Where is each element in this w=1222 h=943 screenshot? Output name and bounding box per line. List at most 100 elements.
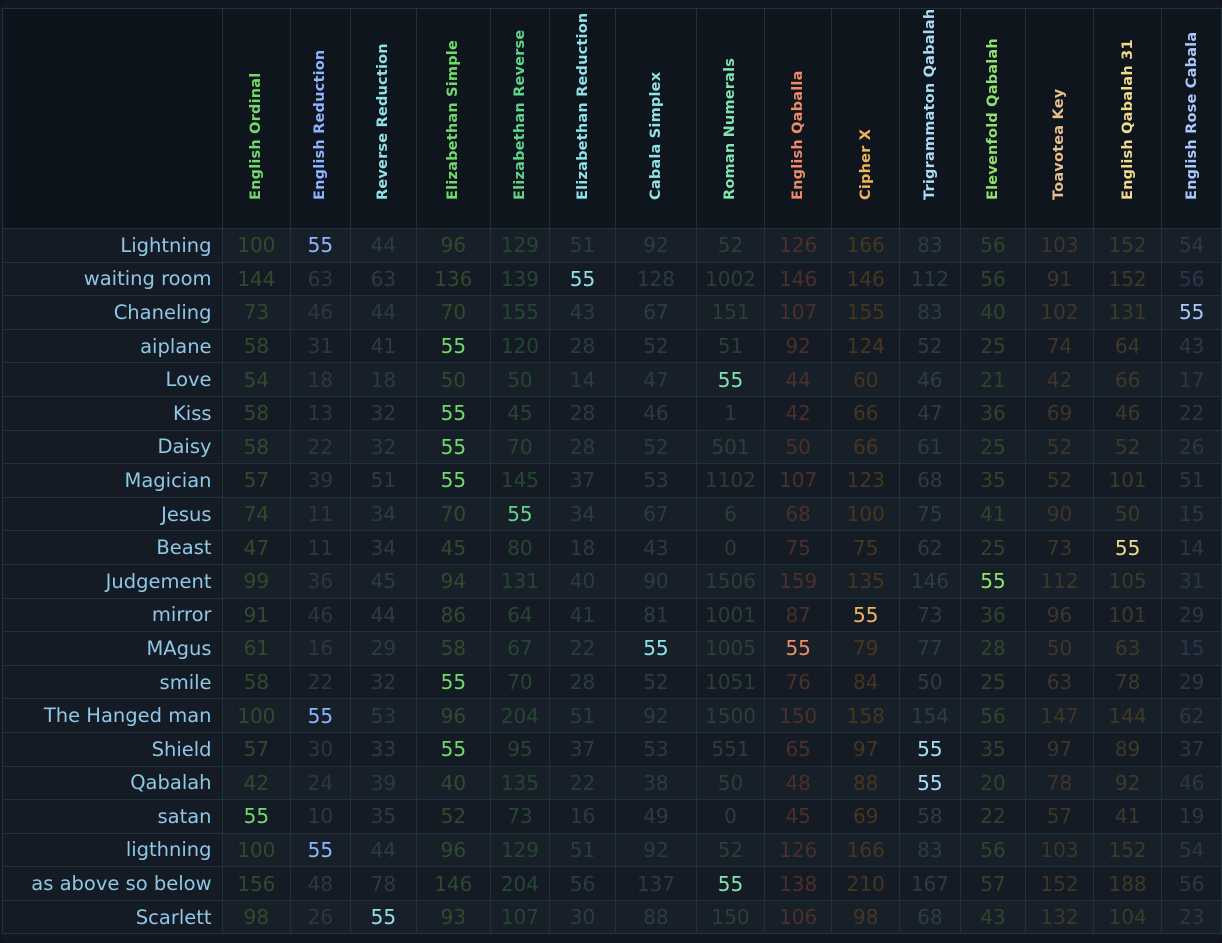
cipher-value-cell[interactable]: 74 xyxy=(221,496,292,532)
column-header[interactable]: Toavotea Key xyxy=(1025,8,1094,229)
cipher-value-cell[interactable]: 73 xyxy=(221,295,292,330)
cipher-value-cell[interactable]: 44 xyxy=(349,295,418,330)
cipher-value-cell[interactable]: 70 xyxy=(416,295,491,330)
cipher-value-cell[interactable]: 67 xyxy=(614,496,698,532)
row-word-label[interactable]: Daisy xyxy=(2,429,223,465)
cipher-value-cell[interactable]: 129 xyxy=(489,228,551,263)
row-word-label[interactable]: Magician xyxy=(2,463,223,498)
cipher-value-cell[interactable]: 41 xyxy=(349,328,418,364)
cipher-value-cell[interactable]: 60 xyxy=(831,362,901,397)
cipher-value-cell[interactable]: 6 xyxy=(696,496,765,532)
cipher-value-cell[interactable]: 93 xyxy=(416,899,491,935)
cipher-value-cell[interactable]: 0 xyxy=(696,799,765,834)
cipher-value-cell[interactable]: 55 xyxy=(489,496,551,532)
cipher-value-cell[interactable]: 53 xyxy=(349,698,418,733)
cipher-value-cell[interactable]: 50 xyxy=(1025,631,1094,666)
cipher-value-cell[interactable]: 54 xyxy=(1161,832,1222,868)
cipher-value-cell[interactable]: 55 xyxy=(416,463,491,498)
cipher-value-cell[interactable]: 49 xyxy=(614,799,698,834)
cipher-value-cell[interactable]: 52 xyxy=(1025,463,1094,498)
row-word-label[interactable]: ligthning xyxy=(2,832,223,868)
cipher-value-cell[interactable]: 15 xyxy=(1161,496,1222,532)
cipher-value-cell[interactable]: 56 xyxy=(959,261,1027,297)
cipher-value-cell[interactable]: 204 xyxy=(489,866,551,901)
cipher-value-cell[interactable]: 63 xyxy=(349,261,418,297)
cipher-value-cell[interactable]: 90 xyxy=(614,563,698,599)
row-word-label[interactable]: satan xyxy=(2,799,223,834)
cipher-value-cell[interactable]: 15 xyxy=(1161,631,1222,666)
cipher-value-cell[interactable]: 46 xyxy=(290,295,351,330)
cipher-value-cell[interactable]: 28 xyxy=(549,429,616,465)
cipher-value-cell[interactable]: 40 xyxy=(416,765,491,801)
cipher-value-cell[interactable]: 129 xyxy=(489,832,551,868)
cipher-value-cell[interactable]: 66 xyxy=(831,395,901,431)
cipher-value-cell[interactable]: 48 xyxy=(290,866,351,901)
cipher-value-cell[interactable]: 55 xyxy=(416,731,491,767)
cipher-value-cell[interactable]: 80 xyxy=(489,530,551,565)
column-header[interactable]: Reverse Reduction xyxy=(349,8,418,229)
cipher-value-cell[interactable]: 92 xyxy=(614,228,698,263)
cipher-value-cell[interactable]: 210 xyxy=(831,866,901,901)
cipher-value-cell[interactable]: 1500 xyxy=(696,698,765,733)
cipher-value-cell[interactable]: 96 xyxy=(416,228,491,263)
cipher-value-cell[interactable]: 55 xyxy=(614,631,698,666)
cipher-value-cell[interactable]: 25 xyxy=(959,429,1027,465)
cipher-value-cell[interactable]: 137 xyxy=(614,866,698,901)
cipher-value-cell[interactable]: 45 xyxy=(349,563,418,599)
cipher-value-cell[interactable]: 92 xyxy=(614,832,698,868)
cipher-value-cell[interactable]: 55 xyxy=(416,395,491,431)
cipher-value-cell[interactable]: 107 xyxy=(489,899,551,935)
cipher-value-cell[interactable]: 54 xyxy=(1161,228,1222,263)
cipher-value-cell[interactable]: 106 xyxy=(763,899,833,935)
cipher-value-cell[interactable]: 152 xyxy=(1025,866,1094,901)
cipher-value-cell[interactable]: 152 xyxy=(1092,832,1163,868)
cipher-value-cell[interactable]: 18 xyxy=(549,530,616,565)
cipher-value-cell[interactable]: 102 xyxy=(1025,295,1094,330)
row-word-label[interactable]: MAgus xyxy=(2,631,223,666)
cipher-value-cell[interactable]: 52 xyxy=(416,799,491,834)
cipher-value-cell[interactable]: 105 xyxy=(1092,563,1163,599)
row-word-label[interactable]: Scarlett xyxy=(2,899,223,935)
cipher-value-cell[interactable]: 1051 xyxy=(696,664,765,700)
cipher-value-cell[interactable]: 103 xyxy=(1025,228,1094,263)
cipher-value-cell[interactable]: 16 xyxy=(290,631,351,666)
cipher-value-cell[interactable]: 47 xyxy=(899,395,961,431)
cipher-value-cell[interactable]: 131 xyxy=(489,563,551,599)
column-header[interactable]: Elevenfold Qabalah xyxy=(959,8,1027,229)
column-header[interactable]: English Ordinal xyxy=(221,8,292,229)
cipher-value-cell[interactable]: 126 xyxy=(763,228,833,263)
cipher-value-cell[interactable]: 35 xyxy=(349,799,418,834)
cipher-value-cell[interactable]: 22 xyxy=(290,429,351,465)
cipher-value-cell[interactable]: 35 xyxy=(959,463,1027,498)
cipher-value-cell[interactable]: 55 xyxy=(221,799,292,834)
cipher-value-cell[interactable]: 92 xyxy=(1092,765,1163,801)
cipher-value-cell[interactable]: 58 xyxy=(221,664,292,700)
cipher-value-cell[interactable]: 107 xyxy=(763,463,833,498)
cipher-value-cell[interactable]: 146 xyxy=(899,563,961,599)
cipher-value-cell[interactable]: 55 xyxy=(416,429,491,465)
cipher-value-cell[interactable]: 64 xyxy=(1092,328,1163,364)
cipher-value-cell[interactable]: 152 xyxy=(1092,261,1163,297)
cipher-value-cell[interactable]: 14 xyxy=(1161,530,1222,565)
column-header[interactable]: English Rose Cabala xyxy=(1161,8,1222,229)
cipher-value-cell[interactable]: 56 xyxy=(1161,866,1222,901)
cipher-value-cell[interactable]: 55 xyxy=(349,899,418,935)
cipher-value-cell[interactable]: 43 xyxy=(614,530,698,565)
cipher-value-cell[interactable]: 34 xyxy=(549,496,616,532)
cipher-value-cell[interactable]: 47 xyxy=(614,362,698,397)
cipher-value-cell[interactable]: 100 xyxy=(221,698,292,733)
cipher-value-cell[interactable]: 55 xyxy=(763,631,833,666)
cipher-value-cell[interactable]: 50 xyxy=(763,429,833,465)
cipher-value-cell[interactable]: 43 xyxy=(549,295,616,330)
cipher-value-cell[interactable]: 39 xyxy=(290,463,351,498)
cipher-value-cell[interactable]: 29 xyxy=(349,631,418,666)
cipher-value-cell[interactable]: 57 xyxy=(1025,799,1094,834)
cipher-value-cell[interactable]: 144 xyxy=(221,261,292,297)
cipher-value-cell[interactable]: 91 xyxy=(221,597,292,633)
cipher-value-cell[interactable]: 83 xyxy=(899,832,961,868)
cipher-value-cell[interactable]: 37 xyxy=(549,731,616,767)
cipher-value-cell[interactable]: 52 xyxy=(696,228,765,263)
cipher-value-cell[interactable]: 120 xyxy=(489,328,551,364)
cipher-value-cell[interactable]: 51 xyxy=(349,463,418,498)
row-word-label[interactable]: mirror xyxy=(2,597,223,633)
